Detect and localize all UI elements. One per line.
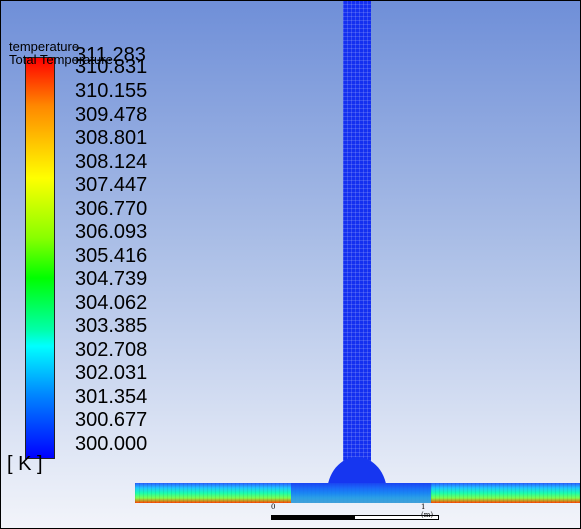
scale-bar-black — [271, 515, 354, 520]
legend-label: 307.447 — [75, 174, 148, 196]
legend-label: 301.354 — [75, 385, 148, 408]
scale-bar: 0 1 (m) — [271, 503, 439, 521]
legend-label: 310.155 — [75, 80, 148, 102]
legend-label: 300.000 — [75, 432, 148, 455]
legend-label: 305.416 — [75, 244, 148, 267]
legend-label: 308.801 — [75, 127, 148, 149]
scale-bar-end-label: 1 (m) — [421, 503, 434, 519]
legend-label: 308.124 — [75, 150, 148, 173]
scale-bar-start-label: 0 — [271, 503, 276, 511]
legend-label: 300.677 — [75, 409, 148, 431]
legend-label: 309.478 — [75, 103, 148, 126]
legend-subtitle: Total Temperature — [9, 52, 113, 67]
legend-label: 310.831 — [75, 56, 148, 78]
legend-unit: [ K ] — [7, 453, 43, 475]
horizontal-pipe-center-mesh — [291, 483, 431, 503]
vertical-pipe-mesh — [343, 1, 371, 493]
legend-label: 306.093 — [75, 221, 148, 243]
color-legend-bar — [25, 57, 55, 459]
legend-label: 306.770 — [75, 197, 148, 220]
scale-bar-white — [354, 515, 439, 520]
legend-label: 302.708 — [75, 338, 148, 361]
legend-label: 304.739 — [75, 268, 148, 290]
legend-label: 311.283 — [75, 44, 146, 66]
legend-label: 302.031 — [75, 362, 148, 384]
legend-label: 304.062 — [75, 291, 148, 314]
legend-title: temperature — [9, 39, 80, 54]
legend-label: 303.385 — [75, 315, 148, 337]
